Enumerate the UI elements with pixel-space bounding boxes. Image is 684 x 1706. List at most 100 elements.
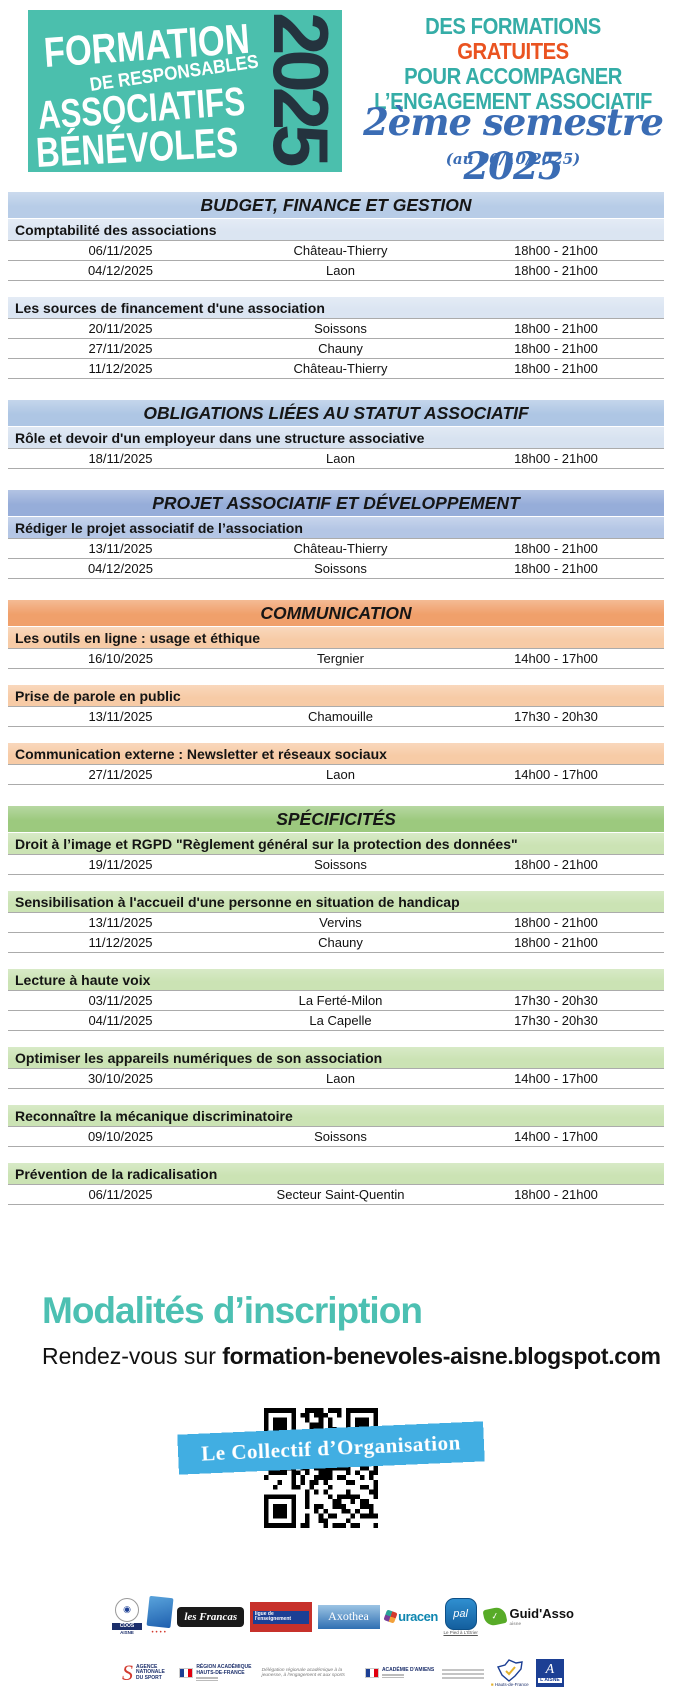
french-flag-icon bbox=[179, 1668, 194, 1678]
session-row: 13/11/2025 Chamouille 17h30 - 20h30 bbox=[8, 707, 664, 727]
session-location: Soissons bbox=[314, 857, 367, 872]
session-row: 04/12/2025 Soissons 18h00 - 21h00 bbox=[8, 559, 664, 579]
aisne-square: A L'AISNE bbox=[535, 1659, 564, 1687]
course-title: Les sources de financement d'une associa… bbox=[8, 297, 664, 318]
course-block: Les outils en ligne : usage et éthique 16… bbox=[8, 627, 664, 669]
session-row: 18/11/2025 Laon 18h00 - 21h00 bbox=[8, 449, 664, 469]
tagline-gratuites: GRATUITES bbox=[457, 38, 569, 64]
session-time: 14h00 - 17h00 bbox=[514, 1129, 598, 1144]
session-time: 18h00 - 21h00 bbox=[514, 561, 598, 576]
session-row: 27/11/2025 Chauny 18h00 - 21h00 bbox=[8, 339, 664, 359]
course-block: Prévention de la radicalisation 06/11/202… bbox=[8, 1163, 664, 1205]
cdos-part: AISNE bbox=[120, 1630, 134, 1636]
blue-card-part: •••• bbox=[151, 1630, 168, 1637]
hdf-map-caption: ■ Hauts-de-France bbox=[490, 1681, 529, 1687]
hdf-map-logo: ■ Hauts-de-France bbox=[490, 1658, 529, 1688]
course-block: Prise de parole en public 13/11/2025 Chamo… bbox=[8, 685, 664, 727]
session-time: 18h00 - 21h00 bbox=[514, 935, 598, 950]
session-row: 03/11/2025 La Ferté-Milon 17h30 - 20h30 bbox=[8, 991, 664, 1011]
session-location: Soissons bbox=[314, 1129, 367, 1144]
session-location: Soissons bbox=[314, 321, 367, 336]
session-row: 11/12/2025 Château-Thierry 18h00 - 21h00 bbox=[8, 359, 664, 379]
course-block: Rédiger le projet associatif de l’associ… bbox=[8, 517, 664, 579]
session-date: 11/12/2025 bbox=[88, 361, 153, 376]
session-date: 27/11/2025 bbox=[88, 767, 153, 782]
leaf-check-icon: ✓ bbox=[481, 1606, 508, 1628]
section-header: COMMUNICATION bbox=[8, 600, 664, 626]
session-time: 14h00 - 17h00 bbox=[514, 767, 598, 782]
course-block: Optimiser les appareils numériques de so… bbox=[8, 1047, 664, 1089]
axothea-part: Axothea bbox=[317, 1605, 380, 1629]
francas-part: les Francas bbox=[177, 1606, 245, 1628]
course-title: Prévention de la radicalisation bbox=[8, 1163, 664, 1184]
guidasso-part: Guid'Asso aisne bbox=[509, 1606, 575, 1626]
guidasso-sub: aisne bbox=[509, 1620, 522, 1626]
course-title: Rôle et devoir d'un employeur dans une s… bbox=[8, 427, 664, 448]
session-date: 04/12/2025 bbox=[87, 561, 154, 576]
session-row: 27/11/2025 Laon 14h00 - 17h00 bbox=[8, 765, 664, 785]
session-date: 06/11/2025 bbox=[88, 1187, 153, 1202]
session-row: 20/11/2025 Soissons 18h00 - 21h00 bbox=[8, 319, 664, 339]
tagline-line1: DES FORMATIONS GRATUITES bbox=[368, 14, 658, 64]
course-title: Communication externe : Newsletter et ré… bbox=[8, 743, 664, 764]
session-date: 04/11/2025 bbox=[88, 1013, 153, 1028]
ans-s-icon: S bbox=[122, 1660, 133, 1685]
uracen-logo: uracen bbox=[383, 1609, 438, 1625]
session-row: 04/12/2025 Laon 18h00 - 21h00 bbox=[8, 261, 664, 281]
session-row: 06/11/2025 Château-Thierry 18h00 - 21h00 bbox=[8, 241, 664, 261]
session-rows: 13/11/2025 Vervins 18h00 - 21h00 11/12/2025… bbox=[8, 912, 664, 953]
session-row: 04/11/2025 La Capelle 17h30 - 20h30 bbox=[8, 1011, 664, 1031]
session-row: 19/11/2025 Soissons 18h00 - 21h00 bbox=[8, 855, 664, 875]
aisne-logo: A L'AISNE bbox=[535, 1659, 564, 1687]
badge-line-benevoles: BÉNÉVOLES bbox=[34, 118, 239, 172]
session-time: 18h00 - 21h00 bbox=[514, 1187, 598, 1202]
guidasso-logo: ✓ Guid'Asso aisne bbox=[481, 1606, 575, 1628]
title-badge: FORMATION DE RESPONSABLES ASSOCIATIFS BÉ… bbox=[28, 10, 342, 172]
course-title: Les outils en ligne : usage et éthique bbox=[8, 627, 664, 648]
session-location: Chauny bbox=[318, 935, 363, 950]
partner-logos-row-1: ◉ CDOS AISNE •••• les Francas ligue de l'ense… bbox=[112, 1590, 574, 1644]
session-time: 18h00 - 21h00 bbox=[514, 915, 598, 930]
olympic-rings-icon: ◉ bbox=[115, 1598, 139, 1623]
section-header: OBLIGATIONS LIÉES AU STATUT ASSOCIATIF bbox=[8, 400, 664, 426]
session-row: 06/11/2025 Secteur Saint-Quentin 18h00 - 2… bbox=[8, 1185, 664, 1205]
session-rows: 27/11/2025 Laon 14h00 - 17h00 bbox=[8, 764, 664, 785]
axothea-logo: Axothea bbox=[317, 1605, 380, 1629]
ligue-text: ligue de l'enseignement bbox=[252, 1610, 309, 1624]
region-academique-part: RÉGION ACADÉMIQUE HAUTS-DE-FRANCE bbox=[196, 1664, 254, 1681]
section-header: SPÉCIFICITÉS bbox=[8, 806, 664, 832]
as-of-date: (au 06/10/2025) bbox=[445, 150, 581, 168]
course-title: Sensibilisation à l'accueil d'une person… bbox=[8, 891, 664, 912]
sdjes-caption-logo bbox=[441, 1667, 484, 1679]
tagline-line2: POUR ACCOMPAGNER bbox=[404, 63, 622, 89]
pal-logo: pal Le Pied à L'Étrier bbox=[443, 1598, 478, 1636]
pal-app-icon: pal bbox=[444, 1598, 477, 1631]
session-date: 04/12/2025 bbox=[87, 263, 154, 278]
session-location: Château-Thierry bbox=[293, 243, 388, 258]
course-title: Comptabilité des associations bbox=[8, 219, 664, 240]
session-rows: 13/11/2025 Chamouille 17h30 - 20h30 bbox=[8, 706, 664, 727]
caption-lines bbox=[441, 1667, 484, 1679]
tagline-line3: L’ENGAGEMENT ASSOCIATIF bbox=[374, 88, 652, 114]
academie-amiens-part: ACADÉMIE D'AMIENS bbox=[381, 1667, 434, 1679]
session-time: 18h00 - 21h00 bbox=[514, 321, 598, 336]
session-rows: 30/10/2025 Laon 14h00 - 17h00 bbox=[8, 1068, 664, 1089]
pinwheel-icon bbox=[383, 1609, 398, 1625]
session-time: 17h30 - 20h30 bbox=[514, 1013, 598, 1028]
schedule-section: BUDGET, FINANCE ET GESTION Comptabilité d… bbox=[8, 192, 664, 379]
schedule-section: SPÉCIFICITÉS Droit à l’image et RGPD "Règ… bbox=[8, 806, 664, 1205]
course-block: Les sources de financement d'une associa… bbox=[8, 297, 664, 379]
session-time: 18h00 - 21h00 bbox=[514, 857, 598, 872]
session-rows: 19/11/2025 Soissons 18h00 - 21h00 bbox=[8, 854, 664, 875]
session-location: Laon bbox=[326, 263, 355, 278]
course-title: Rédiger le projet associatif de l’associ… bbox=[8, 517, 664, 538]
session-time: 18h00 - 21h00 bbox=[514, 451, 598, 466]
signup-prefix: Rendez-vous sur bbox=[42, 1343, 223, 1369]
schedule-section: OBLIGATIONS LIÉES AU STATUT ASSOCIATIF Rô… bbox=[8, 400, 664, 469]
francas-logo: les Francas bbox=[177, 1606, 245, 1628]
academie-amiens-logo: ACADÉMIE D'AMIENS bbox=[364, 1667, 434, 1679]
session-location: La Ferté-Milon bbox=[298, 993, 383, 1008]
drajes-caption-logo: Délégation régionale académique à la jeu… bbox=[261, 1667, 345, 1678]
session-date: 09/10/2025 bbox=[87, 1129, 154, 1144]
session-date: 11/12/2025 bbox=[88, 935, 153, 950]
